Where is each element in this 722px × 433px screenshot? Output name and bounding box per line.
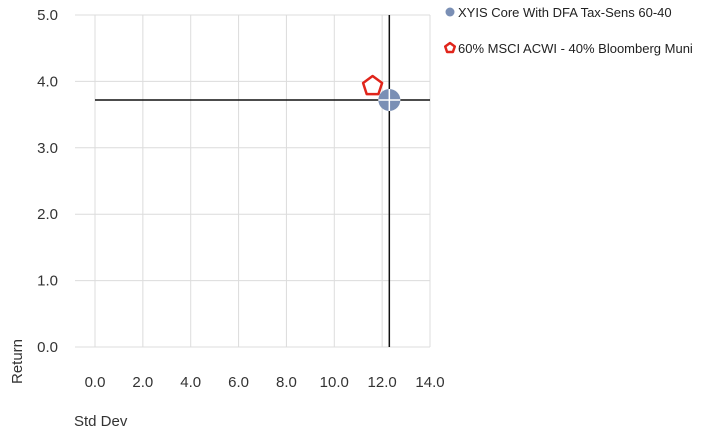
x-tick-label: 2.0 (132, 374, 153, 391)
y-tick-label: 5.0 (37, 7, 58, 24)
legend-circle-icon (445, 7, 455, 17)
data-point-pentagon (361, 74, 384, 96)
reference-lines (95, 15, 430, 347)
y-tick-label: 0.0 (37, 339, 58, 356)
x-tick-label: 4.0 (180, 374, 201, 391)
x-tick-label: 14.0 (415, 374, 444, 391)
x-axis-title: Std Dev (74, 413, 128, 430)
legend: XYIS Core With DFA Tax-Sens 60-40 60% MSC… (443, 5, 693, 56)
y-tick-label: 3.0 (37, 140, 58, 157)
y-tick-label: 4.0 (37, 73, 58, 90)
x-tick-label: 6.0 (228, 374, 249, 391)
x-tick-label: 12.0 (368, 374, 397, 391)
y-axis-ticks: 0.0 1.0 2.0 3.0 4.0 5.0 (37, 7, 58, 356)
y-tick-label: 1.0 (37, 273, 58, 290)
data-points (361, 74, 401, 111)
legend-label: 60% MSCI ACWI - 40% Bloomberg Muni (458, 41, 693, 56)
x-tick-label: 8.0 (276, 374, 297, 391)
legend-label: XYIS Core With DFA Tax-Sens 60-40 (458, 5, 672, 20)
legend-pentagon-icon (443, 41, 457, 54)
grid (75, 14, 431, 348)
x-axis-ticks: 0.0 2.0 4.0 6.0 8.0 10.0 12.0 14.0 (85, 374, 445, 391)
x-tick-label: 0.0 (85, 374, 106, 391)
x-tick-label: 10.0 (320, 374, 349, 391)
y-axis-title: Return (9, 339, 26, 384)
y-tick-label: 2.0 (37, 206, 58, 223)
